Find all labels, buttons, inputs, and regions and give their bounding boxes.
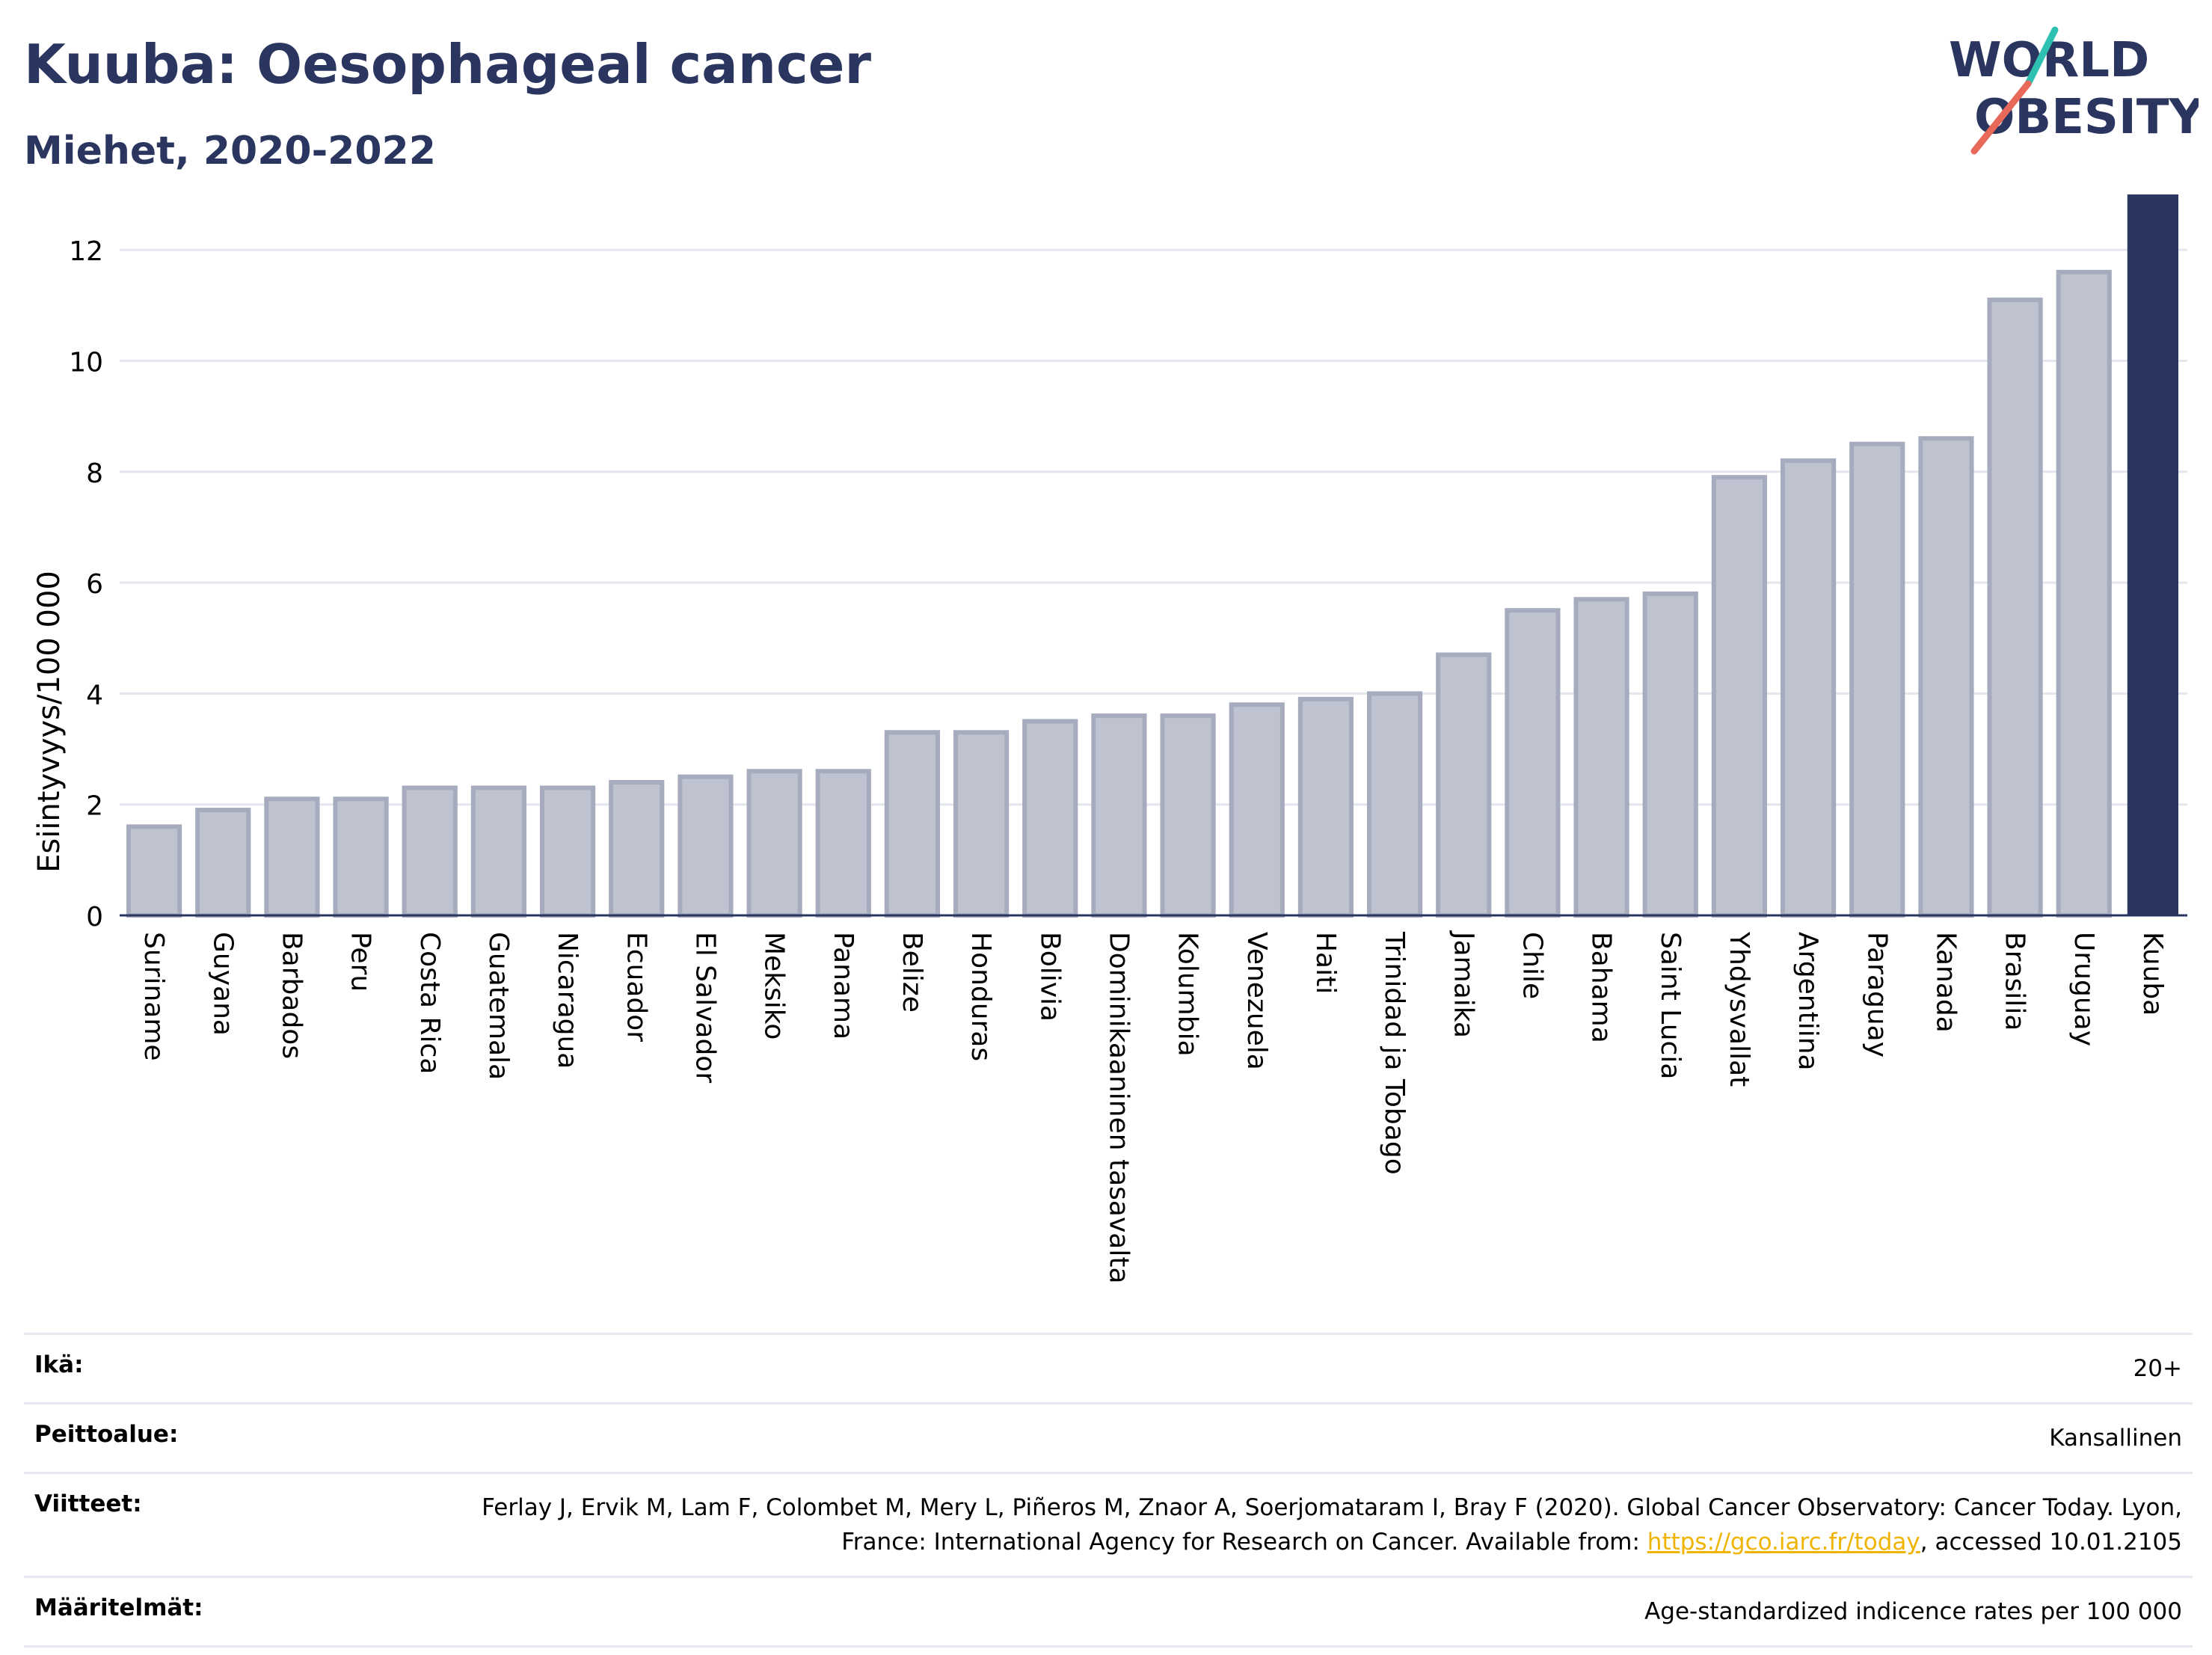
y-tick-label: 6 xyxy=(86,569,103,600)
x-tick-label: Chile xyxy=(1517,932,1547,999)
age-row: Ikä: 20+ xyxy=(24,1333,2193,1402)
x-tick-label: Venezuela xyxy=(1241,932,1272,1070)
bar-nicaragua xyxy=(539,785,596,918)
x-tick-label: Argentiina xyxy=(1792,932,1823,1071)
x-tick-label: Panama xyxy=(828,932,858,1040)
bar-el-salvador xyxy=(678,774,734,918)
x-tick-label: Yhdysvallat xyxy=(1724,931,1754,1087)
definitions-label: Määritelmät: xyxy=(34,1594,203,1621)
bar-bolivia xyxy=(1022,719,1078,918)
bar-kolumbia xyxy=(1160,713,1216,918)
x-tick-label: Suriname xyxy=(138,932,169,1061)
y-axis-label: Esiintyvyys/100 000 xyxy=(32,571,67,873)
bar-paraguay xyxy=(1849,441,1905,918)
bar-peru xyxy=(333,796,389,918)
references-accessed: , accessed 10.01.2105 xyxy=(1920,1529,2182,1556)
world-obesity-logo: WORLD OBESITY xyxy=(1944,22,2204,165)
references-label: Viitteet: xyxy=(34,1490,142,1517)
y-tick-label: 12 xyxy=(69,236,103,267)
x-tick-label: Guatemala xyxy=(483,932,514,1080)
x-tick-label: Ecuador xyxy=(621,932,651,1042)
bar-suriname xyxy=(126,824,182,918)
definitions-value: Age-standardized indicence rates per 100… xyxy=(1644,1598,2182,1625)
age-value: 20+ xyxy=(2133,1355,2182,1382)
gridlines xyxy=(120,248,2187,806)
bar-yhdysvallat xyxy=(1711,475,1768,918)
x-tick-label: Paraguay xyxy=(1861,932,1892,1057)
definitions-row: Määritelmät: Age-standardized indicence … xyxy=(24,1576,2193,1648)
x-tick-label: Meksiko xyxy=(759,932,790,1040)
bar-panama xyxy=(815,769,871,918)
y-tick-label: 8 xyxy=(86,458,103,489)
bar-jamaika xyxy=(1436,652,1492,918)
x-tick-label: Belize xyxy=(897,932,927,1013)
bar-chile xyxy=(1505,608,1561,918)
bar-guyana xyxy=(195,808,251,918)
metadata-table: Ikä: 20+ Peittoalue: Kansallinen Viittee… xyxy=(24,1333,2193,1648)
bar-trinidad-ja-tobago xyxy=(1366,691,1423,918)
bar-belize xyxy=(884,730,941,918)
bar-guatemala xyxy=(470,785,527,918)
bar-dominikaaninen-tasavalta xyxy=(1091,713,1147,918)
x-tick-label: Jamaika xyxy=(1448,930,1478,1038)
bar-meksiko xyxy=(746,769,802,918)
x-tick-label: Haiti xyxy=(1310,932,1341,994)
x-tick-label: Peru xyxy=(345,932,376,992)
x-tick-label: Kanada xyxy=(1930,932,1961,1033)
bar-brasilia xyxy=(1987,297,2043,918)
x-tick-label: Costa Rica xyxy=(414,932,445,1074)
x-tick-label: Kolumbia xyxy=(1173,932,1203,1057)
x-tick-label: Uruguay xyxy=(2068,932,2099,1046)
bar-honduras xyxy=(953,730,1010,918)
references-link[interactable]: https://gco.iarc.fr/today xyxy=(1647,1529,1920,1556)
chart-subtitle: Miehet, 2020-2022 xyxy=(24,129,436,174)
x-tick-label: Guyana xyxy=(207,932,238,1036)
x-tick-label: Saint Lucia xyxy=(1655,932,1686,1079)
bar-kuuba xyxy=(2127,194,2179,915)
bar-venezuela xyxy=(1229,702,1285,918)
bar-chart: 0 2 4 6 8 10 12 Suriname Guyana Barbados Peru Costa… xyxy=(69,194,2187,1284)
x-tick-label: Honduras xyxy=(965,932,996,1061)
y-tick-label: 4 xyxy=(86,680,103,710)
references-text: Ferlay J, Ervik M, Lam F, Colombet M, Me… xyxy=(482,1494,2182,1556)
age-label: Ikä: xyxy=(34,1351,84,1378)
x-tick-label: Kuuba xyxy=(2137,932,2168,1016)
bar-ecuador xyxy=(609,780,665,918)
coverage-value: Kansallinen xyxy=(2049,1425,2182,1452)
x-tick-label: Barbados xyxy=(276,932,307,1059)
bar-argentiina xyxy=(1780,458,1837,918)
x-tick-label: Brasilia xyxy=(2000,932,2030,1031)
x-tick-label: El Salvador xyxy=(689,932,720,1083)
bar-bahama xyxy=(1573,597,1629,918)
coverage-label: Peittoalue: xyxy=(34,1421,179,1448)
bar-saint-lucia xyxy=(1642,591,1698,918)
x-tick-label: Bolivia xyxy=(1034,932,1065,1022)
x-tick-label: Bahama xyxy=(1586,932,1617,1043)
references-row: Viitteet: Ferlay J, Ervik M, Lam F, Colo… xyxy=(24,1472,2193,1576)
bar-kanada xyxy=(1918,436,1974,918)
bar-costa-rica xyxy=(402,785,458,918)
y-tick-label: 0 xyxy=(86,902,103,933)
chart-title: Kuuba: Oesophageal cancer xyxy=(24,33,872,96)
y-tick-label: 10 xyxy=(69,347,103,378)
references-value: Ferlay J, Ervik M, Lam F, Colombet M, Me… xyxy=(462,1490,2182,1559)
bars xyxy=(126,194,2179,918)
y-tick-label: 2 xyxy=(86,791,103,822)
tick-labels: 0 2 4 6 8 10 12 Suriname Guyana Barbados Peru Costa… xyxy=(69,236,2168,1283)
x-tick-label: Trinidad ja Tobago xyxy=(1379,931,1410,1175)
bar-uruguay xyxy=(2056,269,2112,918)
coverage-row: Peittoalue: Kansallinen xyxy=(24,1402,2193,1472)
bar-haiti xyxy=(1297,696,1354,918)
x-tick-label: Dominikaaninen tasavalta xyxy=(1103,932,1134,1284)
x-tick-label: Nicaragua xyxy=(552,932,583,1069)
bar-barbados xyxy=(264,796,320,918)
